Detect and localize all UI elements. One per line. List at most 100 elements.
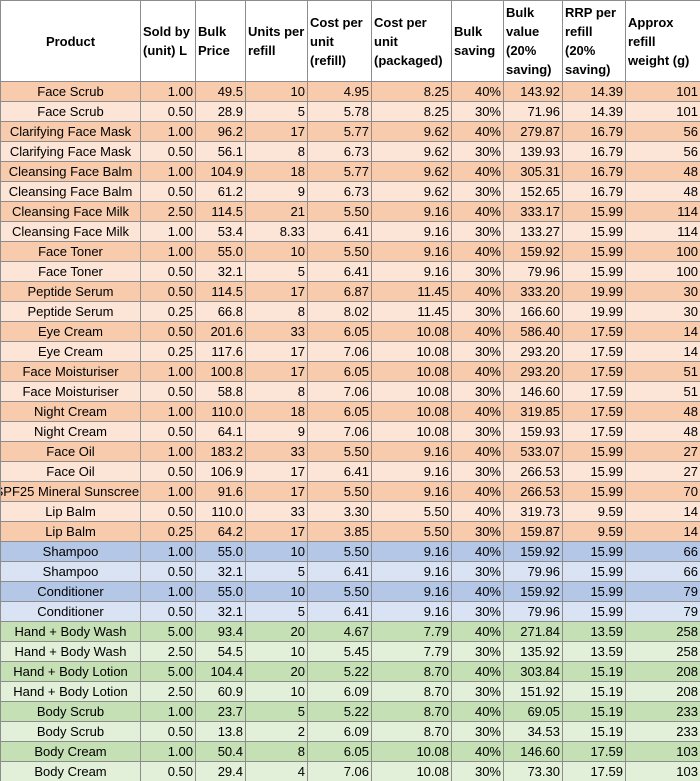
table-cell: 5.00	[140, 661, 196, 682]
table-row: Body Scrub 1.00 23.7 5 5.22 8.70 40% 69.05 15.19…	[0, 701, 700, 722]
table-cell: 8.70	[371, 661, 452, 682]
table-cell: 64.1	[195, 421, 246, 442]
product-cell: Lip Balm	[0, 521, 141, 542]
header-cell: Cost per unit (packaged)	[371, 0, 452, 82]
table-cell: 30%	[451, 141, 504, 162]
product-name: Body Cream	[34, 764, 107, 779]
table-cell: 79	[625, 581, 700, 602]
table-cell: 30	[625, 301, 700, 322]
table-row: Hand + Body Lotion 2.50 60.9 10 6.09 8.70 30% 1…	[0, 681, 700, 702]
table-cell: 101	[625, 101, 700, 122]
table-cell: 40%	[451, 201, 504, 222]
table-cell: 40%	[451, 501, 504, 522]
table-cell: 159.92	[503, 581, 563, 602]
table-cell: 0.50	[140, 561, 196, 582]
table-row: Peptide Serum 0.50 114.5 17 6.87 11.45 40% 333.…	[0, 281, 700, 302]
table-cell: 58.8	[195, 381, 246, 402]
table-cell: 14	[625, 341, 700, 362]
table-cell: 5.50	[307, 541, 372, 562]
table-cell: 2	[245, 721, 308, 742]
product-name: Face Moisturiser	[22, 384, 119, 399]
table-cell: 9.16	[371, 481, 452, 502]
product-name: Face Toner	[38, 264, 103, 279]
table-cell: 9	[245, 421, 308, 442]
product-name: Peptide Serum	[27, 284, 114, 299]
product-cell: Hand + Body Wash	[0, 641, 141, 662]
table-cell: 5.22	[307, 661, 372, 682]
table-cell: 6.73	[307, 181, 372, 202]
product-cell: Face Moisturiser	[0, 381, 141, 402]
product-cell: Hand + Body Lotion	[0, 661, 141, 682]
product-name: Cleansing Face Balm	[8, 184, 133, 199]
table-cell: 15.99	[562, 221, 626, 242]
table-cell: 2.50	[140, 641, 196, 662]
product-cell: Shampoo	[0, 561, 141, 582]
table-cell: 0.25	[140, 301, 196, 322]
table-cell: 266.53	[503, 461, 563, 482]
table-cell: 139.93	[503, 141, 563, 162]
table-cell: 333.17	[503, 201, 563, 222]
table-row: Cleansing Face Milk 1.00 53.4 8.33 6.41 9.16 3…	[0, 221, 700, 242]
table-cell: 33	[245, 441, 308, 462]
table-row: Cleansing Face Milk 2.50 114.5 21 5.50 9.16 40…	[0, 201, 700, 222]
table-cell: 1.00	[140, 441, 196, 462]
product-cell: Clarifying Face Mask	[0, 141, 141, 162]
table-cell: 10.08	[371, 381, 452, 402]
table-cell: 233	[625, 721, 700, 742]
table-cell: 159.92	[503, 241, 563, 262]
product-name: Hand + Body Lotion	[13, 664, 128, 679]
table-cell: 114.5	[195, 201, 246, 222]
product-cell: Cleansing Face Balm	[0, 161, 141, 182]
table-cell: 30%	[451, 101, 504, 122]
table-cell: 40%	[451, 741, 504, 762]
table-cell: 48	[625, 181, 700, 202]
table-cell: 5.50	[371, 521, 452, 542]
table-cell: 66	[625, 541, 700, 562]
table-row: Hand + Body Lotion 5.00 104.4 20 5.22 8.70 40%…	[0, 661, 700, 682]
table-cell: 208	[625, 681, 700, 702]
table-cell: 10	[245, 641, 308, 662]
table-cell: 9.59	[562, 521, 626, 542]
table-cell: 21	[245, 201, 308, 222]
table-cell: 303.84	[503, 661, 563, 682]
product-cell: Cleansing Face Milk	[0, 221, 141, 242]
table-cell: 11.45	[371, 281, 452, 302]
product-name: Lip Balm	[45, 504, 96, 519]
table-cell: 104.9	[195, 161, 246, 182]
table-cell: 16.79	[562, 141, 626, 162]
table-cell: 10.08	[371, 321, 452, 342]
table-cell: 117.6	[195, 341, 246, 362]
table-cell: 9.16	[371, 541, 452, 562]
table-cell: 48	[625, 161, 700, 182]
table-cell: 0.50	[140, 101, 196, 122]
table-cell: 293.20	[503, 361, 563, 382]
table-cell: 133.27	[503, 221, 563, 242]
product-name: Face Toner	[38, 244, 103, 259]
table-cell: 16.79	[562, 181, 626, 202]
table-cell: 5.50	[307, 581, 372, 602]
table-cell: 135.92	[503, 641, 563, 662]
table-cell: 30%	[451, 381, 504, 402]
product-name: Cleansing Face Milk	[11, 204, 130, 219]
table-cell: 2.50	[140, 681, 196, 702]
table-cell: 5.77	[307, 161, 372, 182]
table-row: Face Scrub 0.50 28.9 5 5.78 8.25 30% 71.96 14.39…	[0, 101, 700, 122]
table-cell: 9.62	[371, 141, 452, 162]
table-cell: 4.67	[307, 621, 372, 642]
table-cell: 6.05	[307, 361, 372, 382]
table-cell: 233	[625, 701, 700, 722]
table-cell: 27	[625, 461, 700, 482]
table-cell: 1.00	[140, 741, 196, 762]
table-cell: 0.50	[140, 721, 196, 742]
table-cell: 6.09	[307, 681, 372, 702]
table-cell: 8.33	[245, 221, 308, 242]
table-cell: 5.50	[371, 501, 452, 522]
table-cell: 159.92	[503, 541, 563, 562]
table-cell: 30%	[451, 561, 504, 582]
table-cell: 9.16	[371, 201, 452, 222]
table-cell: 30%	[451, 521, 504, 542]
table-cell: 9.16	[371, 561, 452, 582]
table-cell: 3.30	[307, 501, 372, 522]
table-cell: 40%	[451, 281, 504, 302]
table-cell: 5.77	[307, 121, 372, 142]
